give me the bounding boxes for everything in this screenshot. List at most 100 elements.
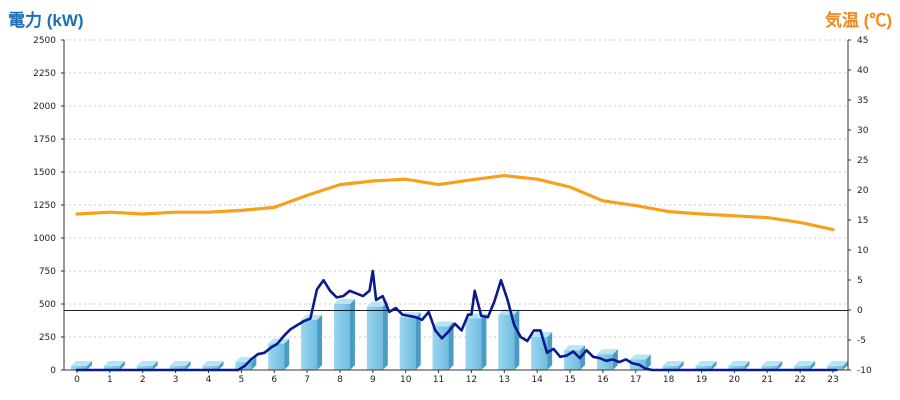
left-tick-label: 2250	[33, 69, 56, 79]
power-bar-side	[481, 313, 487, 370]
power-bar	[333, 304, 350, 370]
power-bar-top	[71, 361, 92, 367]
power-bar	[728, 366, 745, 370]
right-tick-label: 25	[857, 156, 868, 166]
left-tick-label: 500	[39, 300, 56, 310]
x-tick-label: 9	[370, 375, 376, 385]
power-bar-side	[580, 345, 586, 370]
power-bar	[268, 343, 285, 370]
power-bar-side	[152, 361, 158, 370]
power-bar-top	[432, 321, 454, 327]
right-tick-label: 35	[857, 96, 868, 106]
x-tick-label: 1	[107, 375, 113, 385]
power-bar	[169, 366, 186, 370]
power-bar-top	[827, 361, 848, 367]
power-bar-side	[119, 361, 125, 370]
x-tick-label: 21	[762, 375, 773, 385]
x-tick-label: 14	[531, 375, 543, 385]
power-bar-top	[695, 361, 717, 367]
power-bar-side	[678, 361, 684, 370]
power-bar-top	[202, 361, 224, 367]
power-bar-side	[349, 299, 355, 370]
x-tick-label: 15	[564, 375, 575, 385]
power-bar-top	[564, 345, 586, 351]
power-bar	[103, 366, 120, 370]
x-tick-label: 20	[729, 375, 741, 385]
power-bar-top	[366, 301, 388, 307]
x-tick-label: 18	[663, 375, 675, 385]
x-tick-label: 2	[140, 375, 146, 385]
power-bar-top	[761, 361, 783, 367]
power-bar-side	[87, 361, 92, 370]
power-bar	[827, 366, 843, 370]
right-tick-label: 20	[857, 186, 869, 196]
power-bar-top	[596, 349, 618, 355]
power-bar	[136, 366, 153, 370]
right-tick-label: 10	[857, 246, 869, 256]
left-tick-label: 1250	[33, 201, 56, 211]
x-tick-label: 23	[827, 375, 838, 385]
power-bar-side	[645, 354, 651, 370]
left-tick-label: 1750	[33, 135, 56, 145]
x-tick-label: 8	[337, 375, 343, 385]
left-tick-label: 2500	[33, 36, 56, 46]
power-bar-top	[728, 361, 750, 367]
power-bar-side	[251, 357, 257, 370]
power-bar-top	[136, 361, 158, 367]
power-line	[75, 269, 838, 372]
power-bar-side	[284, 338, 290, 370]
power-bar	[399, 317, 416, 370]
series-lines	[75, 174, 838, 372]
power-bar	[794, 366, 811, 370]
left-tick-label: 750	[39, 267, 56, 277]
power-bar	[531, 337, 548, 370]
left-tick-label: 1000	[33, 234, 56, 244]
power-bars	[71, 299, 848, 370]
power-bar-side	[711, 361, 717, 370]
x-tick-label: 13	[499, 375, 510, 385]
power-bar	[498, 314, 515, 370]
power-bar-side	[777, 361, 783, 370]
power-bar-side	[810, 361, 816, 370]
power-bar	[596, 354, 613, 370]
power-bar	[71, 366, 87, 370]
tick-labels: 02505007501000125015001750200022502500-1…	[33, 36, 872, 385]
x-tick-label: 17	[630, 375, 641, 385]
left-tick-label: 250	[39, 333, 56, 343]
power-bar	[662, 366, 679, 370]
x-tick-label: 6	[271, 375, 277, 385]
power-bar-top	[169, 361, 191, 367]
right-tick-label: -10	[857, 366, 872, 376]
right-tick-label: 5	[857, 276, 863, 286]
power-bar-side	[744, 361, 750, 370]
temperature-line	[75, 174, 835, 232]
right-tick-label: 40	[857, 66, 869, 76]
left-tick-label: 1500	[33, 168, 56, 178]
power-bar-side	[514, 309, 520, 370]
power-bar-top	[662, 361, 684, 367]
power-bar-side	[185, 361, 191, 370]
power-bar-top	[794, 361, 816, 367]
grid-lines	[64, 39, 848, 338]
right-tick-label: 15	[857, 216, 868, 226]
power-bar	[761, 366, 778, 370]
power-bar	[301, 319, 318, 370]
power-bar	[366, 306, 383, 370]
left-axis-title: 電力 (kW)	[8, 11, 84, 30]
x-tick-label: 4	[206, 375, 212, 385]
right-tick-label: 30	[857, 126, 869, 136]
left-tick-label: 2000	[33, 102, 56, 112]
power-bar-side	[448, 321, 454, 370]
power-bar-side	[317, 314, 323, 370]
x-tick-label: 0	[74, 375, 80, 385]
power-bar-top	[629, 354, 651, 360]
x-tick-label: 7	[304, 375, 310, 385]
x-tick-label: 19	[696, 375, 708, 385]
right-tick-label: 45	[857, 36, 868, 46]
x-tick-label: 10	[400, 375, 412, 385]
power-bar-side	[415, 312, 421, 370]
power-bar-top	[333, 299, 355, 304]
left-tick-label: 0	[50, 366, 56, 376]
x-tick-label: 11	[433, 375, 444, 385]
